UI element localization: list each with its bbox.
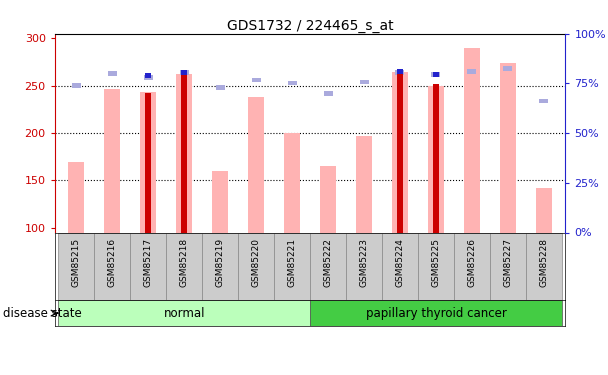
Bar bbox=[490, 232, 526, 300]
Bar bbox=[202, 232, 238, 300]
Bar bbox=[503, 66, 513, 71]
Text: GSM85223: GSM85223 bbox=[359, 238, 368, 287]
Bar bbox=[145, 93, 151, 232]
Bar bbox=[238, 232, 274, 300]
Bar bbox=[108, 71, 117, 76]
Text: GSM85215: GSM85215 bbox=[72, 238, 81, 287]
Text: papillary thyroid cancer: papillary thyroid cancer bbox=[365, 307, 506, 320]
Text: GSM85217: GSM85217 bbox=[143, 238, 153, 287]
Bar bbox=[143, 75, 153, 80]
Bar bbox=[536, 188, 552, 232]
Bar bbox=[68, 162, 85, 232]
Bar bbox=[181, 74, 187, 232]
Bar bbox=[320, 166, 336, 232]
Bar bbox=[72, 84, 81, 88]
Text: GSM85224: GSM85224 bbox=[395, 238, 404, 287]
Text: GSM85216: GSM85216 bbox=[108, 238, 117, 287]
Bar bbox=[284, 133, 300, 232]
Bar bbox=[323, 91, 333, 96]
Bar bbox=[274, 232, 310, 300]
Bar bbox=[392, 72, 408, 232]
Bar bbox=[288, 81, 297, 86]
Bar bbox=[310, 232, 346, 300]
Text: GSM85227: GSM85227 bbox=[503, 238, 513, 287]
Bar bbox=[145, 73, 151, 78]
Bar bbox=[397, 72, 403, 232]
Bar bbox=[418, 232, 454, 300]
Text: GSM85220: GSM85220 bbox=[252, 238, 261, 287]
Bar bbox=[140, 92, 156, 232]
Bar bbox=[58, 300, 310, 326]
Text: GSM85222: GSM85222 bbox=[323, 238, 333, 287]
Bar bbox=[428, 86, 444, 232]
Bar bbox=[356, 136, 372, 232]
Bar bbox=[346, 232, 382, 300]
Bar bbox=[454, 232, 490, 300]
Text: GSM85218: GSM85218 bbox=[180, 238, 188, 287]
Bar bbox=[395, 70, 404, 75]
Text: GSM85228: GSM85228 bbox=[539, 238, 548, 287]
Bar bbox=[526, 232, 562, 300]
Bar bbox=[58, 232, 94, 300]
Bar bbox=[310, 300, 562, 326]
Bar bbox=[176, 75, 192, 232]
Bar bbox=[104, 88, 120, 232]
Bar bbox=[166, 232, 202, 300]
Text: GSM85219: GSM85219 bbox=[216, 238, 225, 287]
Bar bbox=[216, 86, 225, 90]
Bar bbox=[539, 99, 548, 104]
Bar bbox=[397, 69, 403, 74]
Bar bbox=[212, 171, 228, 232]
Text: GSM85225: GSM85225 bbox=[432, 238, 440, 287]
Bar bbox=[500, 63, 516, 232]
Bar bbox=[181, 70, 187, 75]
Bar bbox=[433, 84, 439, 232]
Bar bbox=[180, 70, 188, 75]
Text: normal: normal bbox=[164, 307, 205, 320]
Bar bbox=[94, 232, 130, 300]
Title: GDS1732 / 224465_s_at: GDS1732 / 224465_s_at bbox=[227, 19, 393, 33]
Bar bbox=[382, 232, 418, 300]
Text: GSM85226: GSM85226 bbox=[468, 238, 477, 287]
Bar bbox=[468, 69, 477, 74]
Bar bbox=[248, 97, 264, 232]
Bar bbox=[432, 72, 440, 77]
Text: GSM85221: GSM85221 bbox=[288, 238, 297, 287]
Text: disease state: disease state bbox=[3, 307, 82, 320]
Bar bbox=[433, 72, 439, 77]
Bar bbox=[130, 232, 166, 300]
Bar bbox=[359, 80, 368, 84]
Bar bbox=[464, 48, 480, 232]
Bar bbox=[252, 78, 261, 82]
